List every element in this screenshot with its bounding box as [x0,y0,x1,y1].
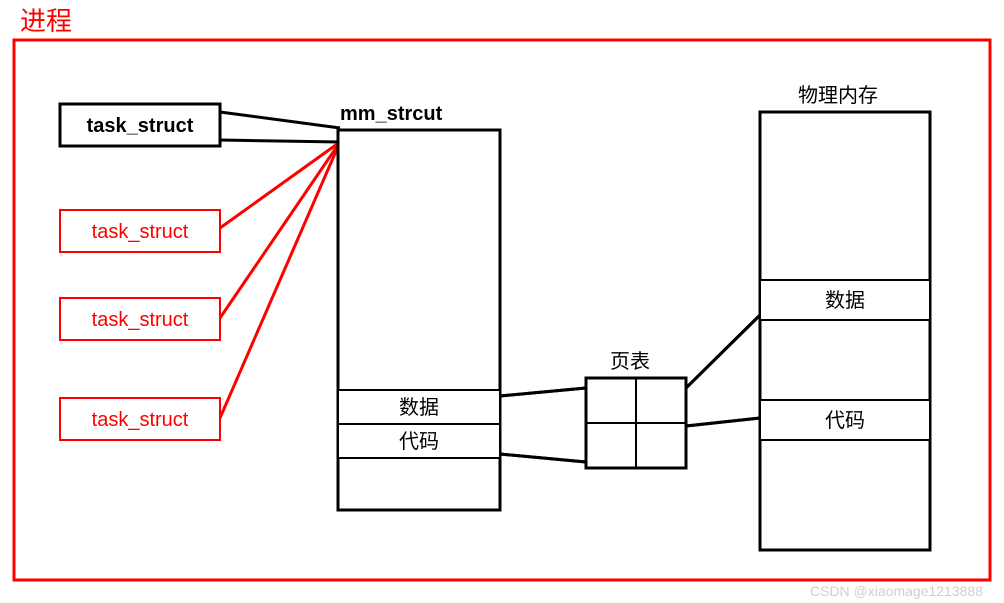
connector-black-top2-2 [500,388,586,396]
connector-red-1 [220,142,340,318]
connector-black-1 [220,140,340,142]
task-struct-thread-label-2: task_struct [92,409,189,431]
physmem-label: 物理内存 [798,84,878,107]
process-title: 进程 [20,6,72,36]
watermark: CSDN @xiaomage1213888 [810,583,983,599]
physmem-row-label-0: 数据 [825,289,865,312]
connector-black-top-4 [686,315,760,388]
physmem-row-label-1: 代码 [825,409,865,432]
mm-row-label-0: 数据 [399,396,439,419]
connector-black-0 [220,112,340,128]
connector-black-top-5 [686,418,760,426]
connector-black-top2-3 [500,454,586,462]
task-struct-thread-label-1: task_struct [92,309,189,331]
task-struct-thread-label-0: task_struct [92,221,189,243]
mm-struct-label: mm_strcut [340,103,443,125]
physmem-box [760,112,930,550]
pagetable-label: 页表 [610,350,650,373]
mm-row-label-1: 代码 [399,430,439,453]
task-struct-main-label: task_struct [87,115,194,137]
